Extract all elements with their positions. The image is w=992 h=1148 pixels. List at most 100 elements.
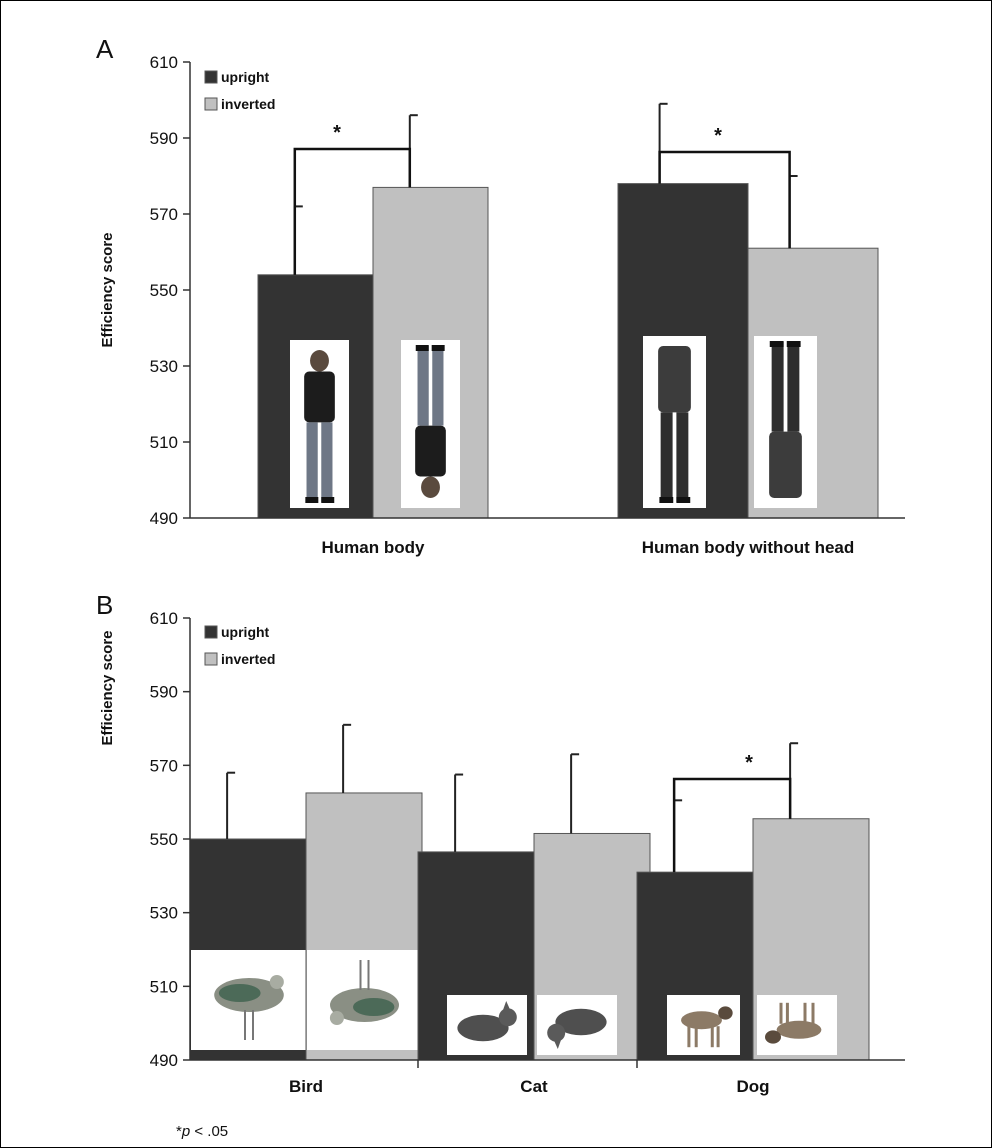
chart-panel-b: B Efficiency score Bird Cat Dog 490 510 530 550 5… (96, 590, 905, 1096)
stimulus-thumbnail-0-1-wing (353, 998, 395, 1016)
stimulus-thumbnail-2-1 (757, 995, 837, 1055)
category-label: Bird (289, 1077, 323, 1096)
stimulus-thumbnail-0-1-head (421, 476, 440, 498)
stimulus-thumbnail-1-1-head (547, 1023, 566, 1042)
footnote-asterisk: * (176, 1123, 182, 1140)
stimulus-thumbnail-0-0-torso (304, 371, 335, 423)
stimulus-thumbnail-2-1-leg-1 (803, 1002, 807, 1024)
stimulus-thumbnail-1-0-shoe-right (676, 497, 691, 503)
stimulus-thumbnail-1-0-leg-right (676, 412, 689, 502)
chart-panel-a: A Efficiency score Human body Human body wi… (96, 34, 905, 557)
stimulus-thumbnail-0-0-leg-left (306, 422, 318, 502)
stimulus-thumbnail-1-0 (643, 336, 706, 508)
footnote: *p < .05 (176, 1123, 228, 1140)
stimulus-thumbnail-1-1-shoe-left (786, 341, 801, 347)
stimulus-thumbnail-0-0-head (269, 975, 284, 989)
legend-swatch-inverted (204, 97, 218, 111)
legend-label-upright: upright (221, 69, 270, 85)
stimulus-thumbnail-0-1-leg-left (432, 346, 444, 426)
stimulus-thumbnail-1-0-shoe-left (659, 497, 674, 503)
significance-bracket (658, 150, 791, 249)
stimulus-thumbnail-1-1-leg-left (787, 342, 800, 432)
panel-label: A (96, 34, 114, 64)
legend-swatch-inverted (204, 652, 218, 666)
stimulus-thumbnail-1-0-body (457, 1014, 509, 1042)
stimulus-thumbnail-0-0-figure (304, 350, 335, 503)
y-tick-label: 590 (150, 129, 178, 148)
category-label: Dog (736, 1077, 769, 1096)
stimulus-thumbnail-1-0-figure (457, 1001, 517, 1042)
significance-star: * (333, 122, 341, 144)
y-tick-label: 550 (150, 281, 178, 300)
footnote-p: p (181, 1123, 190, 1140)
stimulus-thumbnail-0-0-shoe-left (305, 497, 319, 503)
stimulus-thumbnail-1-1-figure (769, 341, 802, 498)
stimulus-thumbnail-0-1 (307, 950, 422, 1050)
stimulus-thumbnail-2-1-body (776, 1020, 822, 1039)
stimulus-thumbnail-1-0-head (498, 1008, 517, 1027)
significance-bracket (672, 777, 792, 873)
y-axis-label: Efficiency score (99, 232, 116, 347)
y-tick-label: 490 (150, 509, 178, 528)
stimulus-thumbnail-0-0 (191, 950, 307, 1050)
y-tick-label: 570 (150, 205, 178, 224)
stimulus-thumbnail-1-1 (754, 336, 817, 508)
stimulus-thumbnail-1-1-torso (769, 431, 802, 498)
stimulus-thumbnail-0-1-figure (329, 960, 399, 1025)
y-tick-label: 510 (150, 977, 178, 996)
stimulus-thumbnail-2-0-figure (681, 1006, 733, 1048)
stimulus-thumbnail-2-1-leg-0 (811, 1002, 815, 1024)
y-tick-label: 590 (150, 683, 178, 702)
category-label: Cat (520, 1077, 548, 1096)
stimulus-thumbnail-1-0-ear (503, 1001, 511, 1010)
y-tick-label: 530 (150, 357, 178, 376)
y-axis-label: Efficiency score (99, 630, 116, 745)
category-label: Human body without head (642, 538, 855, 557)
significance-star: * (745, 752, 753, 774)
y-tick-label: 550 (150, 830, 178, 849)
footnote-threshold: < .05 (190, 1123, 228, 1140)
stimulus-thumbnail-0-1-head (329, 1011, 344, 1025)
legend-label-inverted: inverted (221, 651, 275, 667)
y-tick-label: 530 (150, 904, 178, 923)
stimulus-thumbnail-2-0-leg-1 (694, 1026, 698, 1048)
stimulus-thumbnail-0-1-shoe-left (431, 345, 445, 351)
stimulus-thumbnail-0-1-torso (415, 425, 446, 477)
stimulus-thumbnail-1-0-figure (658, 346, 691, 503)
stimulus-thumbnail-1-1-leg-right (771, 342, 784, 432)
stimulus-thumbnail-0-1 (401, 340, 460, 508)
significance-bracket (293, 147, 412, 275)
stimulus-thumbnail-2-0-leg-0 (687, 1026, 691, 1048)
stimulus-thumbnail-2-1-leg-3 (779, 1002, 783, 1024)
stimulus-thumbnail-2-0-leg-3 (716, 1026, 720, 1048)
legend-label-inverted: inverted (221, 96, 275, 112)
y-tick-label: 490 (150, 1051, 178, 1070)
stimulus-thumbnail-2-0-leg-2 (710, 1026, 714, 1048)
legend-swatch-upright (204, 70, 218, 84)
stimulus-thumbnail-2-1-figure (765, 1002, 822, 1044)
stimulus-thumbnail-1-1-ear (553, 1040, 561, 1049)
stimulus-thumbnail-1-1-figure (547, 1008, 607, 1049)
panel-label: B (96, 590, 113, 620)
stimulus-thumbnail-1-0 (447, 995, 527, 1055)
y-tick-label: 610 (150, 609, 178, 628)
stimulus-thumbnail-0-0-figure (214, 975, 284, 1040)
stimulus-thumbnail-0-0-leg-right (321, 422, 333, 502)
legend-swatch-upright (204, 625, 218, 639)
significance-star: * (714, 125, 722, 147)
stimulus-thumbnail-1-1-shoe-right (769, 341, 784, 347)
category-label: Human body (322, 538, 425, 557)
stimulus-thumbnail-2-0 (667, 995, 740, 1055)
stimulus-thumbnail-2-0-head (718, 1006, 733, 1020)
stimulus-thumbnail-2-1-leg-2 (785, 1002, 789, 1024)
stimulus-thumbnail-1-1 (537, 995, 617, 1055)
stimulus-thumbnail-0-1-shoe-right (415, 345, 429, 351)
stimulus-thumbnail-1-1-body (555, 1008, 607, 1036)
stimulus-thumbnail-0-1-figure (415, 345, 446, 498)
stimulus-thumbnail-2-0-body (681, 1011, 722, 1030)
stimulus-thumbnail-0-0-wing (218, 984, 261, 1002)
y-tick-label: 570 (150, 756, 178, 775)
stimulus-thumbnail-0-0-shoe-right (321, 497, 335, 503)
y-tick-label: 610 (150, 53, 178, 72)
